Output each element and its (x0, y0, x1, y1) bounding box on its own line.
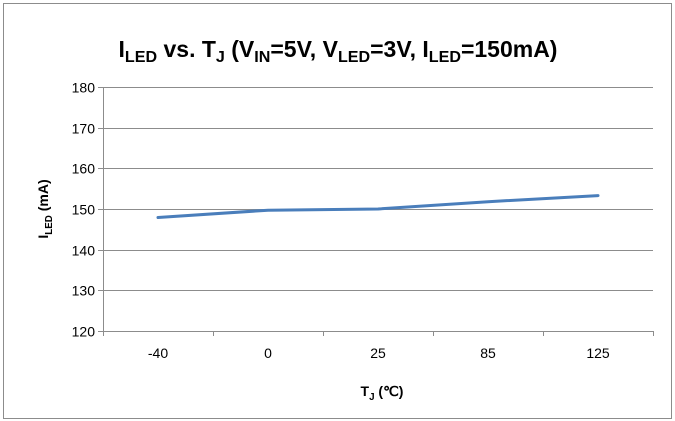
y-tick-label: 170 (72, 121, 96, 137)
y-tick-label: 180 (72, 80, 96, 96)
axes (98, 87, 654, 336)
gridlines (103, 87, 653, 291)
chart-frame (3, 3, 672, 419)
y-tick-label: 120 (72, 324, 96, 340)
x-tick-label: 85 (480, 345, 496, 361)
chart-title: ILED vs. TJ (VIN=5V, VLED=3V, ILED=150mA… (119, 36, 558, 66)
y-tick-label: 160 (72, 161, 96, 177)
y-tick-label: 150 (72, 202, 96, 218)
y-tick-label: 140 (72, 243, 96, 259)
series-line-0 (156, 194, 600, 219)
y-axis-title: ILED (mA) (35, 179, 55, 238)
x-tick-label: -40 (148, 345, 168, 361)
x-tick-label: 25 (370, 345, 386, 361)
series-layer (156, 194, 600, 219)
y-tick-label: 130 (72, 283, 96, 299)
x-tick-label: 0 (264, 345, 272, 361)
x-tick-labels: -40 0 25 85 125 (148, 345, 610, 361)
x-tick-label: 125 (586, 345, 610, 361)
x-axis-title: TJ (℃) (361, 383, 404, 403)
y-tick-labels: 120 130 140 150 160 170 180 (72, 80, 96, 340)
